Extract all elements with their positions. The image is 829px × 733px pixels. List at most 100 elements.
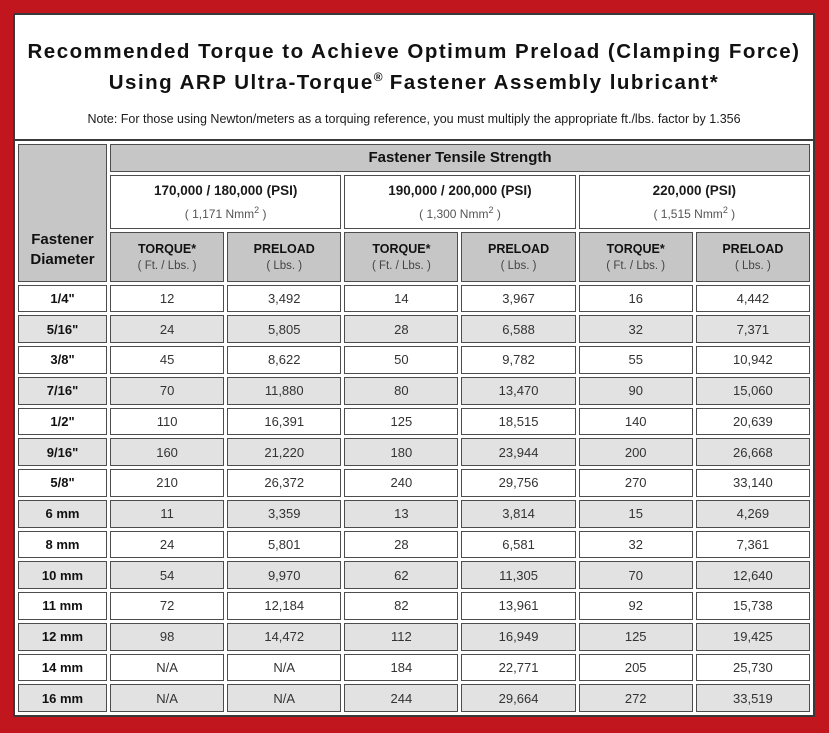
value-cell: 33,519	[695, 684, 810, 712]
diameter-cell: 5/8"	[18, 469, 107, 497]
value-cell: 28	[344, 530, 459, 559]
value-cell: 70	[110, 376, 225, 405]
value-cell: 112	[344, 622, 459, 651]
value-cell: 14	[344, 284, 459, 313]
value-cell: 12,184	[227, 592, 342, 620]
value-cell: 3,967	[461, 284, 576, 313]
diameter-cell: 14 mm	[18, 653, 107, 682]
torque-col-header: TORQUE* ( Ft. / Lbs. )	[578, 231, 693, 282]
value-cell: 15	[578, 499, 693, 528]
value-cell: 160	[110, 438, 225, 466]
table-row: 1/2" 110 16,391 125 18,515 140 20,639	[18, 407, 810, 436]
value-cell: 18,515	[461, 407, 576, 436]
value-cell: 6,588	[461, 315, 576, 343]
table-row: 11 mm 72 12,184 82 13,961 92 15,738	[18, 592, 810, 620]
table-row: 10 mm 54 9,970 62 11,305 70 12,640	[18, 561, 810, 589]
value-cell: 14,472	[227, 622, 342, 651]
value-cell: 4,269	[695, 499, 810, 528]
value-cell: 45	[110, 346, 225, 374]
value-cell: 72	[110, 592, 225, 620]
table-row: 14 mm N/A N/A 184 22,771 205 25,730	[18, 653, 810, 682]
value-cell: 10,942	[695, 346, 810, 374]
preload-col-header: PRELOAD ( Lbs. )	[227, 231, 342, 282]
value-cell: 82	[344, 592, 459, 620]
diameter-cell: 6 mm	[18, 499, 107, 528]
psi-rating: 220,000 (PSI)	[652, 182, 736, 198]
newton-meters-note: Note: For those using Newton/meters as a…	[87, 111, 741, 126]
table-row: 6 mm 11 3,359 13 3,814 15 4,269	[18, 499, 810, 528]
title-block: Recommended Torque to Achieve Optimum Pr…	[15, 15, 813, 126]
value-cell: 11,880	[227, 376, 342, 405]
value-cell: 7,361	[695, 530, 810, 559]
value-cell: 21,220	[227, 438, 342, 466]
diameter-cell: 1/2"	[18, 407, 107, 436]
diameter-cell: 16 mm	[18, 684, 107, 712]
psi-header-220: 220,000 (PSI) ( 1,515 Nmm2 )	[578, 174, 810, 229]
value-cell: 3,492	[227, 284, 342, 313]
diameter-cell: 1/4"	[18, 284, 107, 313]
value-cell: 24	[110, 530, 225, 559]
preload-col-header: PRELOAD ( Lbs. )	[695, 231, 810, 282]
value-cell: 32	[578, 530, 693, 559]
diameter-cell: 8 mm	[18, 530, 107, 559]
value-cell: 205	[578, 653, 693, 682]
diameter-cell: 12 mm	[18, 622, 107, 651]
table-body: 1/4" 12 3,492 14 3,967 16 4,442 5/16" 24…	[18, 284, 810, 712]
value-cell: N/A	[227, 684, 342, 712]
psi-rating: 190,000 / 200,000 (PSI)	[388, 182, 532, 198]
value-cell: N/A	[110, 653, 225, 682]
diameter-cell: 9/16"	[18, 438, 107, 466]
torque-col-header: TORQUE* ( Ft. / Lbs. )	[110, 231, 225, 282]
value-cell: 12,640	[695, 561, 810, 589]
value-cell: 270	[578, 469, 693, 497]
value-cell: 16	[578, 284, 693, 313]
value-cell: 90	[578, 376, 693, 405]
nmm-rating: ( 1,171 Nmm2 )	[184, 204, 267, 221]
value-cell: N/A	[110, 684, 225, 712]
page-title: Recommended Torque to Achieve Optimum Pr…	[23, 37, 805, 99]
value-cell: 28	[344, 315, 459, 343]
diameter-cell: 5/16"	[18, 315, 107, 343]
table-row: 1/4" 12 3,492 14 3,967 16 4,442	[18, 284, 810, 313]
torque-col-header: TORQUE* ( Ft. / Lbs. )	[344, 231, 459, 282]
torque-spec-table: Fastener Diameter Fastener Tensile Stren…	[15, 138, 813, 716]
table-row: 16 mm N/A N/A 244 29,664 272 33,519	[18, 684, 810, 712]
psi-header-190-200: 190,000 / 200,000 (PSI) ( 1,300 Nmm2 )	[344, 174, 576, 229]
table-row: 5/16" 24 5,805 28 6,588 32 7,371	[18, 315, 810, 343]
value-cell: 140	[578, 407, 693, 436]
value-cell: 33,140	[695, 469, 810, 497]
value-cell: 25,730	[695, 653, 810, 682]
psi-header-row: 170,000 / 180,000 (PSI) ( 1,171 Nmm2 ) 1…	[18, 174, 810, 229]
value-cell: 13,470	[461, 376, 576, 405]
value-cell: 80	[344, 376, 459, 405]
diameter-cell: 10 mm	[18, 561, 107, 589]
value-cell: 3,814	[461, 499, 576, 528]
table-row: 5/8" 210 26,372 240 29,756 270 33,140	[18, 469, 810, 497]
preload-col-header: PRELOAD ( Lbs. )	[461, 231, 576, 282]
value-cell: 16,391	[227, 407, 342, 436]
group-header-tensile-strength: Fastener Tensile Strength	[110, 143, 810, 172]
value-cell: 20,639	[695, 407, 810, 436]
value-cell: 15,060	[695, 376, 810, 405]
value-cell: 92	[578, 592, 693, 620]
diameter-cell: 3/8"	[18, 346, 107, 374]
value-cell: 3,359	[227, 499, 342, 528]
value-cell: 244	[344, 684, 459, 712]
table-row: 8 mm 24 5,801 28 6,581 32 7,361	[18, 530, 810, 559]
psi-rating: 170,000 / 180,000 (PSI)	[153, 182, 298, 198]
group-header-row: Fastener Diameter Fastener Tensile Stren…	[18, 143, 810, 282]
value-cell: 180	[344, 438, 459, 466]
value-cell: 9,970	[227, 561, 342, 589]
value-cell: 70	[578, 561, 693, 589]
title-line2: Using ARP Ultra-Torque® Fastener Assembl…	[108, 69, 720, 94]
value-cell: 15,738	[695, 592, 810, 620]
value-cell: 184	[344, 653, 459, 682]
value-cell: 23,944	[461, 438, 576, 466]
value-cell: 11	[110, 499, 225, 528]
value-cell: 26,372	[227, 469, 342, 497]
value-cell: 8,622	[227, 346, 342, 374]
value-cell: 26,668	[695, 438, 810, 466]
value-cell: 32	[578, 315, 693, 343]
value-cell: 98	[110, 622, 225, 651]
